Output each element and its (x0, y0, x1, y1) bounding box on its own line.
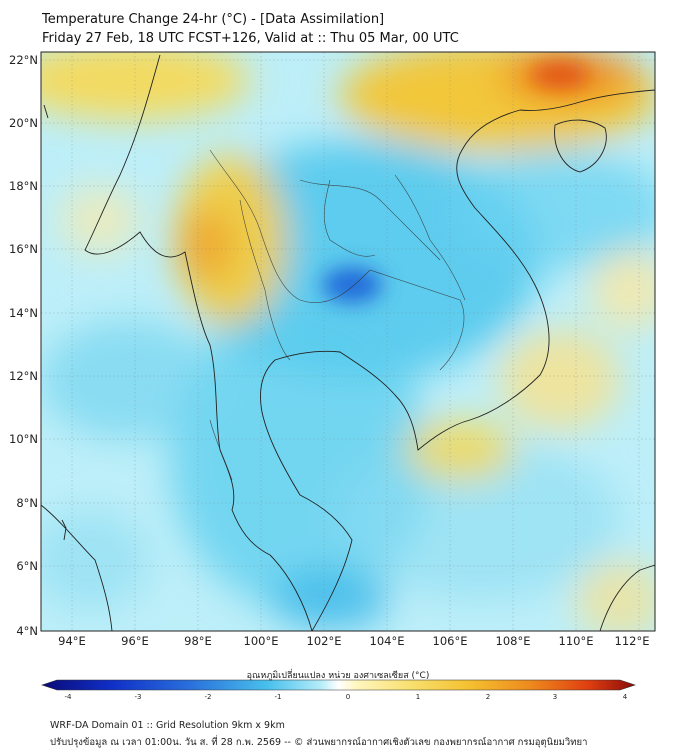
colorbar-tick: -4 (65, 693, 73, 701)
update-credit: ปรับปรุงข้อมูล ณ เวลา 01:00น. วัน ส. ที่… (50, 737, 588, 748)
lat-tick: 8°N (16, 496, 38, 510)
colorbar-tick: -2 (205, 693, 212, 701)
colorbar-label: อุณหภูมิเปลี่ยนแปลง หน่วย องศาเซลเซียส (… (246, 671, 430, 681)
lat-tick: 18°N (9, 179, 38, 193)
lon-tick: 94°E (58, 634, 86, 648)
lon-tick: 108°E (496, 634, 531, 648)
lat-tick: 6°N (16, 559, 38, 573)
colorbar-tick: 0 (346, 693, 350, 701)
border-layer (209, 149, 466, 481)
colorbar: -4 -3 -2 -1 0 1 2 3 4 (41, 679, 636, 701)
lon-axis: 94°E 96°E 98°E 100°E 102°E 104°E 106°E 1… (58, 634, 649, 648)
lon-tick: 110°E (559, 634, 594, 648)
colorbar-bar (41, 679, 636, 691)
lon-tick: 106°E (433, 634, 468, 648)
map-subtitle: Friday 27 Feb, 18 UTC FCST+126, Valid at… (42, 31, 459, 46)
lat-tick: 22°N (9, 53, 38, 67)
map-title: Temperature Change 24-hr (°C) - [Data As… (42, 12, 385, 27)
field-layer (41, 52, 655, 631)
lon-tick: 96°E (121, 634, 149, 648)
lon-tick: 98°E (184, 634, 212, 648)
colorbar-tick: -3 (135, 693, 142, 701)
lat-tick: 12°N (9, 369, 38, 383)
colorbar-tick: 3 (553, 693, 557, 701)
colorbar-tick: 4 (623, 693, 628, 701)
lon-tick: 100°E (244, 634, 279, 648)
lon-tick: 102°E (307, 634, 342, 648)
model-info: WRF-DA Domain 01 :: Grid Resolution 9km … (50, 720, 285, 731)
colorbar-tick: 1 (416, 693, 420, 701)
lat-tick: 20°N (9, 116, 38, 130)
map-frame (40, 51, 656, 632)
colorbar-tick: -1 (275, 693, 282, 701)
lat-tick: 16°N (9, 242, 38, 256)
lat-tick: 10°N (9, 432, 38, 446)
lat-tick: 14°N (9, 306, 38, 320)
colorbar-tick: 2 (486, 693, 490, 701)
lon-tick: 104°E (370, 634, 405, 648)
coastline-layer (41, 54, 655, 631)
lat-axis: 22°N 20°N 18°N 16°N 14°N 12°N 10°N 8°N 6… (9, 53, 38, 638)
lat-tick: 4°N (16, 624, 38, 638)
lon-tick: 112°E (615, 634, 650, 648)
